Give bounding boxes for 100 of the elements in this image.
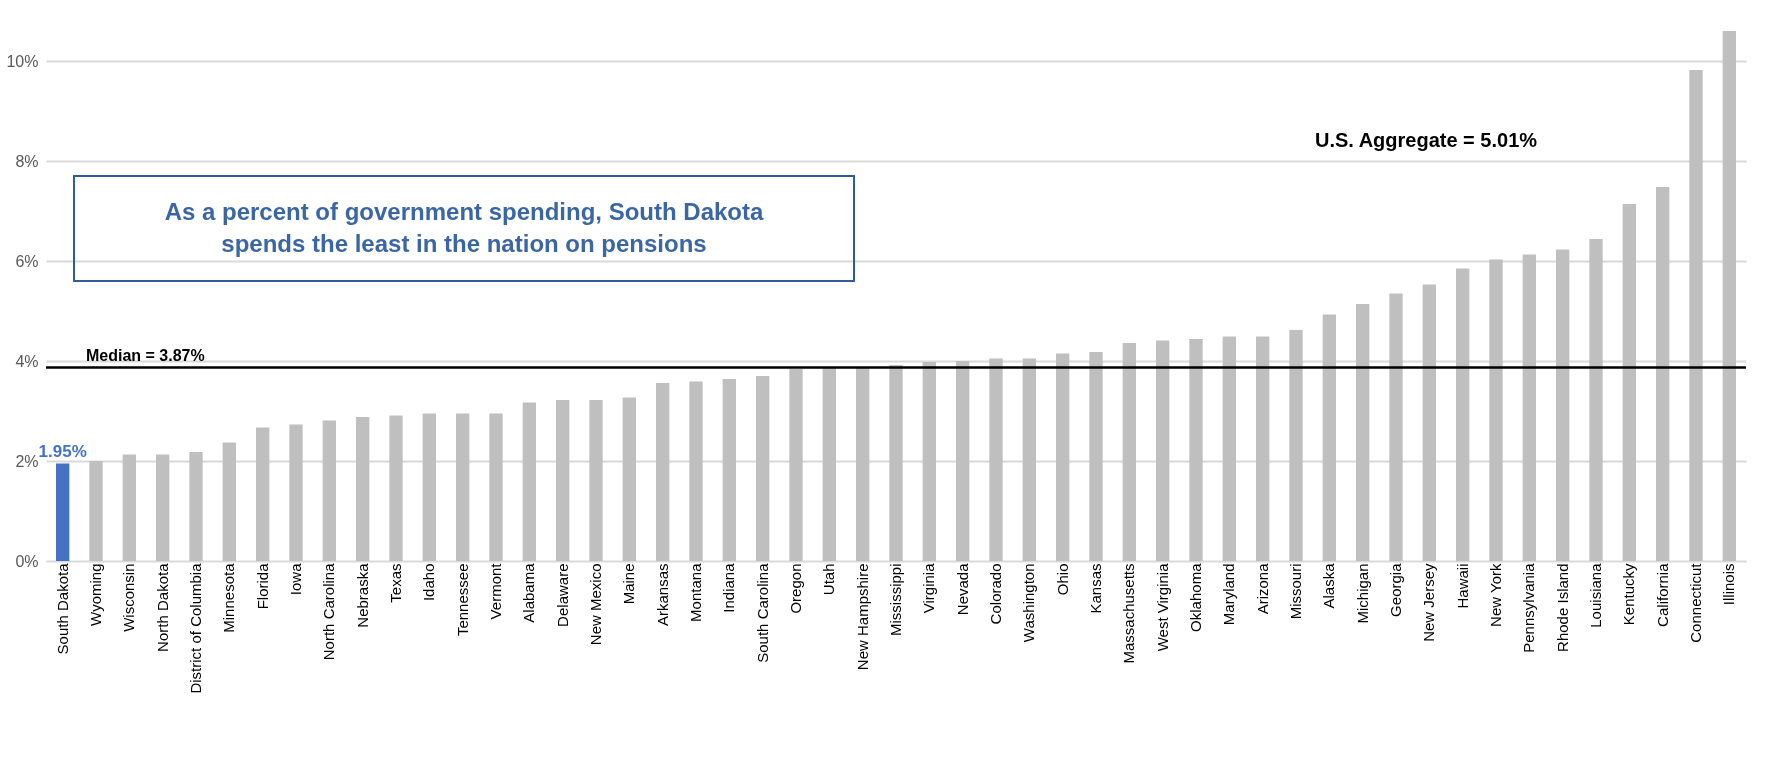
- bar: [1689, 70, 1703, 561]
- x-tick-label: Oregon: [787, 563, 804, 614]
- bar: [1589, 239, 1603, 561]
- bar: [1722, 31, 1736, 561]
- bar: [822, 368, 836, 561]
- bar: [1489, 259, 1503, 561]
- x-tick-label: Virginia: [920, 562, 938, 614]
- x-tick-label: New Jersey: [1420, 563, 1438, 642]
- x-tick-label: North Carolina: [320, 562, 338, 661]
- x-tick-label: Wyoming: [87, 563, 104, 626]
- x-tick-label: Rhode Island: [1553, 563, 1571, 652]
- bar: [422, 413, 436, 561]
- x-tick-label: Michigan: [1353, 563, 1371, 624]
- bar: [722, 379, 736, 561]
- bar: [522, 402, 536, 561]
- bar: [122, 454, 136, 561]
- annotation: As a percent of government spending, South Dakota spends the least in the nation on pensions: [164, 198, 765, 257]
- x-tick-label: Indiana: [720, 562, 738, 613]
- x-tick-label: Maine: [620, 563, 638, 605]
- bar: [1156, 340, 1170, 561]
- bar: [456, 413, 470, 561]
- x-tick-label: Vermont: [487, 562, 504, 620]
- bar: [1556, 249, 1570, 561]
- y-tick-label: 10%: [6, 52, 39, 70]
- bar: [1022, 358, 1036, 561]
- x-tick-label: Nebraska: [353, 562, 371, 628]
- x-tick-label: Alaska: [1320, 562, 1338, 609]
- x-tick-label: Arizona: [1253, 562, 1271, 615]
- bar: [956, 361, 970, 561]
- x-tick-label: Colorado: [987, 563, 1004, 625]
- x-tick-label: Pennsylvania: [1520, 562, 1538, 653]
- bar: [56, 463, 70, 561]
- x-tick-label: Idaho: [420, 563, 438, 602]
- bar: [1256, 336, 1270, 561]
- bar: [989, 358, 1003, 561]
- bar: [1456, 268, 1470, 561]
- bar: [1322, 314, 1336, 561]
- bar: [1422, 284, 1436, 561]
- x-tick-label: Mississippi: [887, 563, 904, 637]
- x-tick-label: Illinois: [1720, 563, 1738, 606]
- bar: [656, 383, 670, 561]
- x-tick-label: Florida: [253, 562, 271, 610]
- x-tick-label: Delaware: [553, 563, 571, 627]
- x-tick-label: Connecticut: [1687, 562, 1704, 643]
- x-tick-label: Missouri: [1287, 563, 1304, 620]
- bar: [1289, 330, 1303, 561]
- x-tick-label: Alabama: [520, 562, 538, 623]
- data-label: 1.95%: [38, 441, 87, 461]
- x-tick-label: South Dakota: [53, 562, 71, 655]
- bar: [1089, 352, 1103, 561]
- bar: [856, 367, 870, 561]
- x-tick-label: Utah: [820, 563, 838, 596]
- bar: [356, 417, 370, 561]
- bar: [922, 362, 936, 561]
- x-tick-label: New Hampshire: [853, 563, 871, 671]
- y-tick-label: 8%: [15, 152, 39, 170]
- x-tick-label: Massachusetts: [1120, 563, 1138, 664]
- bar: [1622, 204, 1636, 561]
- bar: [756, 376, 770, 561]
- x-tick-label: Texas: [387, 563, 404, 603]
- bar: [1222, 336, 1236, 561]
- ref-line-label: Median = 3.87%: [86, 346, 205, 364]
- x-tick-label: South Carolina: [753, 562, 771, 663]
- bar: [1122, 343, 1136, 561]
- x-tick-label: Montana: [687, 562, 704, 622]
- bar: [89, 461, 103, 561]
- x-tick-label: Hawaii: [1453, 563, 1471, 609]
- bar: [389, 415, 403, 561]
- bar: [556, 400, 570, 561]
- bar: [1522, 254, 1536, 561]
- bar: [189, 452, 203, 561]
- bar: [689, 381, 703, 561]
- x-tick-label: Louisiana: [1587, 562, 1604, 628]
- annotation: U.S. Aggregate = 5.01%: [1314, 129, 1538, 151]
- x-tick-label: North Dakota: [153, 562, 171, 652]
- x-tick-label: Maryland: [1220, 563, 1238, 626]
- y-tick-label: 6%: [15, 252, 39, 270]
- x-tick-label: Minnesota: [220, 562, 238, 633]
- bar: [1189, 339, 1203, 561]
- x-tick-label: Tennessee: [453, 563, 471, 637]
- x-tick-label: New York: [1487, 563, 1504, 627]
- bar: [889, 365, 903, 561]
- y-tick-label: 0%: [15, 552, 39, 570]
- x-tick-label: West Virginia: [1153, 562, 1171, 652]
- bar: [1656, 187, 1670, 561]
- bar: [322, 420, 336, 561]
- bar: [222, 442, 236, 561]
- bar: [489, 413, 503, 561]
- x-tick-label: Arkansas: [653, 563, 671, 627]
- x-tick-label: Wisconsin: [120, 563, 138, 632]
- bar: [1356, 304, 1370, 561]
- bar: [589, 400, 603, 561]
- y-tick-label: 2%: [15, 452, 39, 470]
- x-tick-label: Nevada: [953, 562, 971, 616]
- y-tick-label: 4%: [15, 352, 39, 370]
- bar: [256, 427, 270, 561]
- x-tick-label: Iowa: [287, 562, 304, 596]
- x-tick-label: District of Columbia: [187, 562, 204, 694]
- bar: [1389, 293, 1403, 561]
- x-tick-label: Kansas: [1087, 563, 1104, 614]
